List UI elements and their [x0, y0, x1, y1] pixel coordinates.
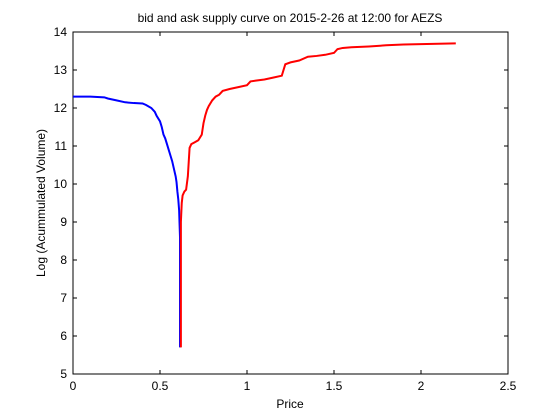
x-tick-label: 0: [70, 379, 77, 393]
y-tick-label: 12: [54, 101, 68, 115]
bid-series-line: [73, 95, 182, 348]
tick-marks: [72, 31, 509, 375]
x-ticks: 0 0.5 1 1.5 2 2.5: [70, 379, 517, 393]
y-ticks: 5 6 7 8 9 10 11 12 13 14: [54, 25, 68, 381]
y-axis-title: Log (Acummulated Volume): [34, 129, 48, 277]
y-tick-label: 13: [54, 63, 68, 77]
y-tick-label: 8: [60, 253, 67, 267]
y-tick-label: 14: [54, 25, 68, 39]
x-tick-label: 2.5: [500, 379, 517, 393]
series-layer: [73, 42, 456, 348]
x-tick-label: 0.5: [152, 379, 169, 393]
x-tick-label: 2: [418, 379, 425, 393]
x-axis-title: Price: [276, 397, 304, 411]
y-tick-label: 7: [60, 291, 67, 305]
y-tick-label: 11: [55, 139, 68, 153]
y-tick-label: 5: [60, 367, 67, 381]
ask-series-line: [179, 42, 456, 348]
y-tick-label: 9: [60, 215, 67, 229]
y-tick-label: 10: [54, 177, 68, 191]
x-tick-label: 1: [244, 379, 251, 393]
x-tick-label: 1.5: [326, 379, 343, 393]
plot-frame: [72, 31, 509, 375]
chart-title: bid and ask supply curve on 2015-2-26 at…: [138, 11, 443, 25]
y-tick-label: 6: [60, 329, 67, 343]
